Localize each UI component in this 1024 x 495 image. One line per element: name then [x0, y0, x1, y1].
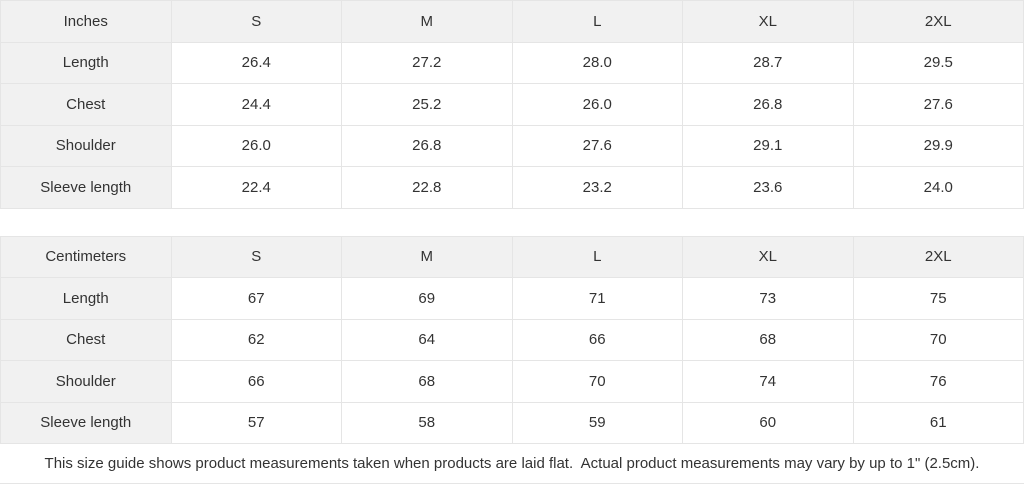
unit-header: Centimeters	[0, 235, 172, 278]
measurement-row: Chest 62 64 66 68 70	[0, 318, 1024, 361]
measurement-row: Length 67 69 71 73 75	[0, 277, 1024, 320]
size-header-row: Centimeters S M L XL 2XL	[0, 235, 1024, 278]
size-header-row: Inches S M L XL 2XL	[0, 0, 1024, 43]
measurement-label: Shoulder	[0, 124, 172, 167]
measurement-value: 58	[341, 401, 513, 444]
size-header-l: L	[511, 235, 683, 278]
measurement-value: 27.2	[341, 41, 513, 84]
inches-size-table: Inches S M L XL 2XL Length 26.4 27.2 28.0 28.7 29.5…	[0, 0, 1024, 209]
measurement-value: 59	[511, 401, 683, 444]
measurement-value: 57	[170, 401, 342, 444]
measurement-value: 68	[682, 318, 854, 361]
measurement-value: 67	[170, 277, 342, 320]
size-header-m: M	[341, 235, 513, 278]
measurement-label: Sleeve length	[0, 166, 172, 209]
measurement-value: 62	[170, 318, 342, 361]
measurement-value: 68	[341, 360, 513, 403]
measurement-value: 24.0	[852, 166, 1024, 209]
size-header-s: S	[170, 0, 342, 43]
measurement-value: 29.5	[852, 41, 1024, 84]
measurement-value: 27.6	[852, 83, 1024, 126]
size-header-xl: XL	[682, 235, 854, 278]
measurement-value: 24.4	[170, 83, 342, 126]
size-header-l: L	[511, 0, 683, 43]
size-header-2xl: 2XL	[852, 0, 1024, 43]
measurement-row: Shoulder 26.0 26.8 27.6 29.1 29.9	[0, 124, 1024, 167]
measurement-value: 28.0	[511, 41, 683, 84]
measurement-row: Sleeve length 57 58 59 60 61	[0, 401, 1024, 444]
measurement-value: 61	[852, 401, 1024, 444]
measurement-value: 26.4	[170, 41, 342, 84]
table-gap	[0, 209, 1024, 236]
size-guide-note: This size guide shows product measuremen…	[0, 444, 1024, 484]
measurement-value: 23.2	[511, 166, 683, 209]
measurement-label: Shoulder	[0, 360, 172, 403]
size-header-s: S	[170, 235, 342, 278]
measurement-label: Chest	[0, 83, 172, 126]
measurement-label: Length	[0, 41, 172, 84]
measurement-value: 26.0	[511, 83, 683, 126]
measurement-value: 27.6	[511, 124, 683, 167]
size-header-2xl: 2XL	[852, 235, 1024, 278]
size-guide: Inches S M L XL 2XL Length 26.4 27.2 28.0 28.7 29.5…	[0, 0, 1024, 484]
measurement-value: 75	[852, 277, 1024, 320]
measurement-label: Length	[0, 277, 172, 320]
measurement-value: 29.1	[682, 124, 854, 167]
measurement-value: 29.9	[852, 124, 1024, 167]
measurement-value: 70	[511, 360, 683, 403]
measurement-value: 70	[852, 318, 1024, 361]
unit-header: Inches	[0, 0, 172, 43]
measurement-value: 60	[682, 401, 854, 444]
centimeters-size-table: Centimeters S M L XL 2XL Length 67 69 71 73 75 Chest…	[0, 235, 1024, 445]
measurement-value: 22.4	[170, 166, 342, 209]
measurement-value: 26.8	[682, 83, 854, 126]
measurement-row: Sleeve length 22.4 22.8 23.2 23.6 24.0	[0, 166, 1024, 209]
measurement-value: 73	[682, 277, 854, 320]
size-header-m: M	[341, 0, 513, 43]
measurement-row: Length 26.4 27.2 28.0 28.7 29.5	[0, 41, 1024, 84]
measurement-value: 71	[511, 277, 683, 320]
measurement-value: 22.8	[341, 166, 513, 209]
measurement-row: Shoulder 66 68 70 74 76	[0, 360, 1024, 403]
measurement-label: Sleeve length	[0, 401, 172, 444]
measurement-value: 66	[170, 360, 342, 403]
measurement-value: 23.6	[682, 166, 854, 209]
measurement-value: 69	[341, 277, 513, 320]
measurement-value: 66	[511, 318, 683, 361]
measurement-value: 76	[852, 360, 1024, 403]
measurement-value: 26.0	[170, 124, 342, 167]
measurement-value: 26.8	[341, 124, 513, 167]
size-header-xl: XL	[682, 0, 854, 43]
measurement-value: 25.2	[341, 83, 513, 126]
measurement-label: Chest	[0, 318, 172, 361]
measurement-value: 28.7	[682, 41, 854, 84]
measurement-value: 64	[341, 318, 513, 361]
measurement-row: Chest 24.4 25.2 26.0 26.8 27.6	[0, 83, 1024, 126]
measurement-value: 74	[682, 360, 854, 403]
